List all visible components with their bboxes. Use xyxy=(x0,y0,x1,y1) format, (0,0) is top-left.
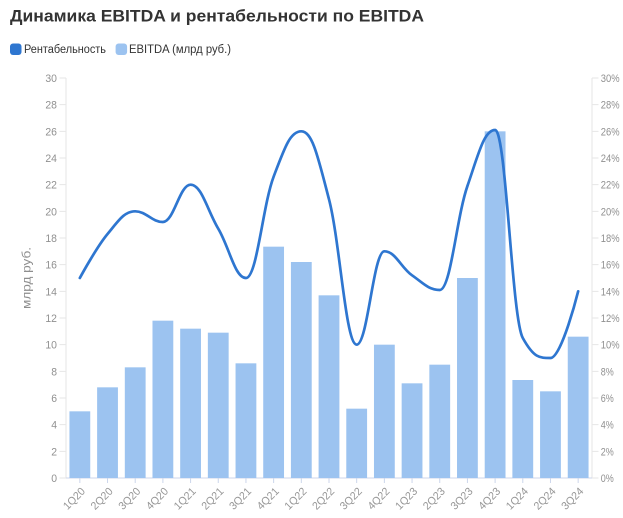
svg-text:2%: 2% xyxy=(601,446,614,458)
svg-text:26: 26 xyxy=(45,126,57,138)
svg-text:18%: 18% xyxy=(601,233,620,245)
svg-text:0: 0 xyxy=(51,473,57,485)
svg-text:14%: 14% xyxy=(601,286,620,298)
svg-text:30%: 30% xyxy=(601,73,620,85)
svg-text:Динамика EBITDA и рентабельнос: Динамика EBITDA и рентабельности по EBIT… xyxy=(10,8,424,26)
svg-text:10: 10 xyxy=(45,340,57,352)
svg-text:28: 28 xyxy=(45,100,57,112)
svg-text:Рентабельность: Рентабельность xyxy=(24,44,106,56)
svg-text:10%: 10% xyxy=(601,340,620,352)
svg-text:18: 18 xyxy=(45,233,57,245)
svg-text:28%: 28% xyxy=(601,100,620,112)
svg-text:2: 2 xyxy=(51,446,57,458)
svg-text:млрд руб.: млрд руб. xyxy=(22,247,34,309)
svg-text:26%: 26% xyxy=(601,126,620,138)
svg-text:6%: 6% xyxy=(601,393,614,405)
svg-text:4%: 4% xyxy=(601,420,614,432)
svg-text:6: 6 xyxy=(51,393,57,405)
svg-text:0%: 0% xyxy=(601,473,614,485)
svg-text:30: 30 xyxy=(45,73,57,85)
svg-text:8%: 8% xyxy=(601,366,614,378)
svg-text:4: 4 xyxy=(51,420,57,432)
svg-text:8: 8 xyxy=(51,366,57,378)
svg-text:22: 22 xyxy=(45,180,57,192)
svg-text:14: 14 xyxy=(45,286,57,298)
svg-text:12: 12 xyxy=(45,313,57,325)
svg-text:24: 24 xyxy=(45,153,57,165)
svg-text:20: 20 xyxy=(45,206,57,218)
svg-text:EBITDA (млрд руб.): EBITDA (млрд руб.) xyxy=(129,44,231,56)
svg-text:12%: 12% xyxy=(601,313,620,325)
svg-text:20%: 20% xyxy=(601,206,620,218)
svg-text:24%: 24% xyxy=(601,153,620,165)
svg-text:16: 16 xyxy=(45,260,57,272)
svg-text:22%: 22% xyxy=(601,180,620,192)
svg-text:16%: 16% xyxy=(601,260,620,272)
